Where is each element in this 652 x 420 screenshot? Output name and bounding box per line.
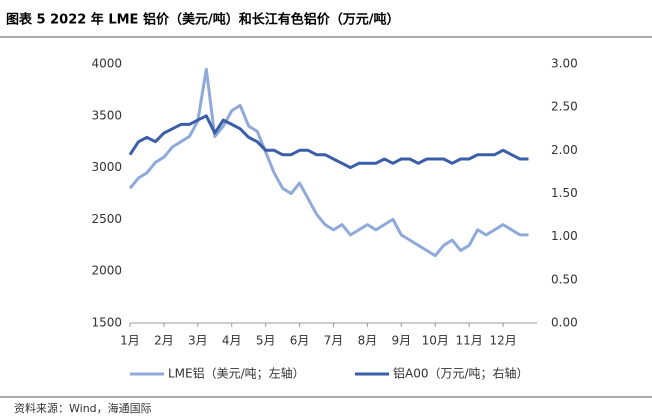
y-tick-label: 3500 [91,108,122,122]
y-tick-label: 1500 [91,316,122,330]
series-line [128,114,529,170]
y2-tick-label: 3.00 [551,57,578,71]
x-tick-label: 12月 [489,334,516,348]
legend-label: LME铝（美元/吨；左轴） [168,366,305,381]
y2-tick-label: 1.00 [551,229,578,243]
x-tick-label: 3月 [188,334,208,348]
source: 资料来源：Wind，海通国际 [14,401,152,415]
chart-title: 图表 5 2022 年 LME 铝价（美元/吨）和长江有色铝价（万元/吨） [6,12,399,28]
x-tick-label: 11月 [456,334,483,348]
y-tick-label: 4000 [91,57,122,71]
x-tick-label: 4月 [222,334,242,348]
y2-tick-label: 1.50 [551,186,578,200]
y2-tick-label: 2.00 [551,143,578,157]
x-tick-label: 9月 [392,334,412,348]
y2-tick-label: 0.50 [551,272,578,286]
y2-tick-label: 2.50 [551,100,578,114]
x-tick-label: 6月 [290,334,310,348]
x-tick-label: 2月 [154,334,174,348]
y-tick-label: 2500 [91,212,122,226]
x-tick-label: 10月 [422,334,449,348]
y2-tick-label: 0.00 [551,316,578,330]
x-tick-label: 7月 [324,334,344,348]
x-tick-label: 5月 [256,334,276,348]
legend-label: 铝A00（万元/吨；右轴） [393,366,529,381]
x-tick-label: 8月 [358,334,378,348]
series-line [128,67,529,258]
y-tick-label: 2000 [91,264,122,278]
x-tick-label: 1月 [120,334,140,348]
y-tick-label: 3000 [91,160,122,174]
